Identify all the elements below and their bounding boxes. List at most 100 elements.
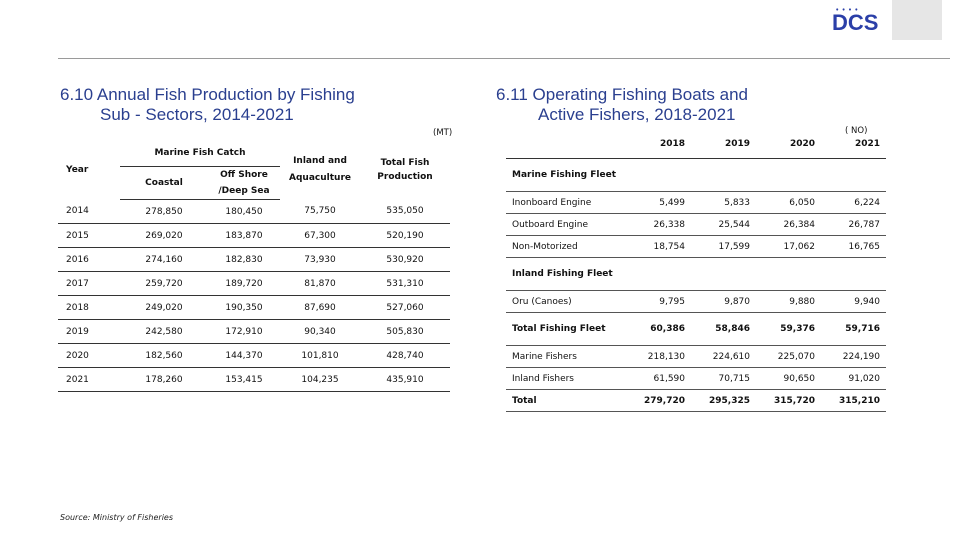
header-marine: Marine Fish Catch xyxy=(120,140,280,167)
cell-value: 225,070 xyxy=(756,345,821,368)
cell-value: 59,716 xyxy=(821,312,886,346)
cell-coastal: 242,580 xyxy=(120,319,208,344)
table-row: Inland Fishers 61,590 70,715 90,650 91,020 xyxy=(506,367,886,390)
right-unit: ( NO) xyxy=(845,126,868,136)
row-label: Marine Fishers xyxy=(506,345,626,368)
fish-production-rows: 2014 278,850 180,450 75,750 535,050 2015 269,0… xyxy=(58,199,450,392)
table-row: Inland Fishing Fleet xyxy=(506,257,886,291)
left-title-line1: 6.10 Annual Fish Production by Fishing xyxy=(60,85,355,104)
header-year-2021: 2021 xyxy=(854,139,880,149)
cell-value: 279,720 xyxy=(626,389,691,412)
right-title-line2: Active Fishers, 2018-2021 xyxy=(538,105,736,124)
cell-value: 9,940 xyxy=(821,290,886,313)
right-title-line1: 6.11 Operating Fishing Boats and xyxy=(496,85,749,104)
cell-coastal: 178,260 xyxy=(120,367,208,392)
row-label: Total Fishing Fleet xyxy=(506,312,626,346)
row-label: Outboard Engine xyxy=(506,213,626,236)
cell-offshore: 183,870 xyxy=(208,223,280,248)
cell-year: 2017 xyxy=(58,271,120,296)
cell-value: 224,190 xyxy=(821,345,886,368)
cell-value xyxy=(821,257,886,291)
cell-value: 17,599 xyxy=(691,235,756,258)
cell-offshore: 189,720 xyxy=(208,271,280,296)
cell-year: 2015 xyxy=(58,223,120,248)
cell-inland: 104,235 xyxy=(280,367,360,392)
table-row: Non-Motorized 18,754 17,599 17,062 16,765 xyxy=(506,235,886,258)
cell-year: 2018 xyxy=(58,295,120,320)
header-divider xyxy=(58,58,950,59)
cell-value: 70,715 xyxy=(691,367,756,390)
cell-value: 315,720 xyxy=(756,389,821,412)
logo-text: DCS xyxy=(832,10,879,35)
cell-value: 6,224 xyxy=(821,191,886,214)
right-table-title: 6.11 Operating Fishing Boats and Active … xyxy=(496,85,748,125)
cell-total: 505,830 xyxy=(360,319,450,344)
row-label: Non-Motorized xyxy=(506,235,626,258)
corner-box xyxy=(892,0,942,40)
cell-value: 9,795 xyxy=(626,290,691,313)
cell-value: 26,338 xyxy=(626,213,691,236)
cell-offshore: 180,450 xyxy=(208,199,280,224)
fishing-boats-rows: Marine Fishing Fleet Inonboard Engine 5,49… xyxy=(506,158,886,412)
table-row: Marine Fishers 218,130 224,610 225,070 224,1… xyxy=(506,345,886,368)
header-year: Year xyxy=(66,164,89,175)
cell-value: 58,846 xyxy=(691,312,756,346)
cell-offshore: 172,910 xyxy=(208,319,280,344)
cell-offshore: 153,415 xyxy=(208,367,280,392)
cell-total: 531,310 xyxy=(360,271,450,296)
cell-value: 91,020 xyxy=(821,367,886,390)
header-year-2018: 2018 xyxy=(659,139,685,149)
table-row: 2020 182,560 144,370 101,810 428,740 xyxy=(58,343,450,368)
cell-coastal: 249,020 xyxy=(120,295,208,320)
row-label: Oru (Canoes) xyxy=(506,290,626,313)
table-row: 2016 274,160 182,830 73,930 530,920 xyxy=(58,247,450,272)
fishing-boats-table: 2018 2019 2020 2021 Marine Fishing Fleet… xyxy=(506,130,886,412)
cell-offshore: 144,370 xyxy=(208,343,280,368)
cell-inland: 73,930 xyxy=(280,247,360,272)
cell-total: 520,190 xyxy=(360,223,450,248)
row-label: Total xyxy=(506,389,626,412)
table-row: 2015 269,020 183,870 67,300 520,190 xyxy=(58,223,450,248)
cell-value: 16,765 xyxy=(821,235,886,258)
row-label: Inland Fishers xyxy=(506,367,626,390)
cell-value: 9,880 xyxy=(756,290,821,313)
left-table-title: 6.10 Annual Fish Production by Fishing S… xyxy=(60,85,355,125)
header-offshore: Off Shore /Deep Sea xyxy=(208,166,280,200)
header-year-2020: 2020 xyxy=(789,139,815,149)
table-row: 2017 259,720 189,720 81,870 531,310 xyxy=(58,271,450,296)
cell-value: 295,325 xyxy=(691,389,756,412)
cell-value xyxy=(756,257,821,291)
cell-value: 90,650 xyxy=(756,367,821,390)
row-label: Marine Fishing Fleet xyxy=(506,158,626,192)
cell-coastal: 182,560 xyxy=(120,343,208,368)
cell-value: 5,499 xyxy=(626,191,691,214)
cell-value xyxy=(691,158,756,192)
cell-value xyxy=(626,257,691,291)
cell-value: 26,787 xyxy=(821,213,886,236)
cell-total: 435,910 xyxy=(360,367,450,392)
cell-value: 5,833 xyxy=(691,191,756,214)
table-row: Total 279,720 295,325 315,720 315,210 xyxy=(506,389,886,412)
fish-production-table: Year Marine Fish Catch Inland and Aquacu… xyxy=(58,140,450,392)
table-row: 2018 249,020 190,350 87,690 527,060 xyxy=(58,295,450,320)
left-unit: (MT) xyxy=(433,128,453,138)
cell-value: 6,050 xyxy=(756,191,821,214)
table-row: Marine Fishing Fleet xyxy=(506,158,886,192)
cell-value: 9,870 xyxy=(691,290,756,313)
cell-value: 26,384 xyxy=(756,213,821,236)
cell-value: 17,062 xyxy=(756,235,821,258)
cell-year: 2016 xyxy=(58,247,120,272)
cell-inland: 81,870 xyxy=(280,271,360,296)
cell-inland: 87,690 xyxy=(280,295,360,320)
cell-value: 315,210 xyxy=(821,389,886,412)
cell-year: 2019 xyxy=(58,319,120,344)
cell-value: 61,590 xyxy=(626,367,691,390)
cell-year: 2020 xyxy=(58,343,120,368)
header-inland: Inland and Aquaculture xyxy=(289,155,351,183)
cell-inland: 75,750 xyxy=(280,199,360,224)
cell-value xyxy=(626,158,691,192)
cell-value: 18,754 xyxy=(626,235,691,258)
header-coastal: Coastal xyxy=(120,166,208,200)
cell-total: 527,060 xyxy=(360,295,450,320)
cell-value: 59,376 xyxy=(756,312,821,346)
